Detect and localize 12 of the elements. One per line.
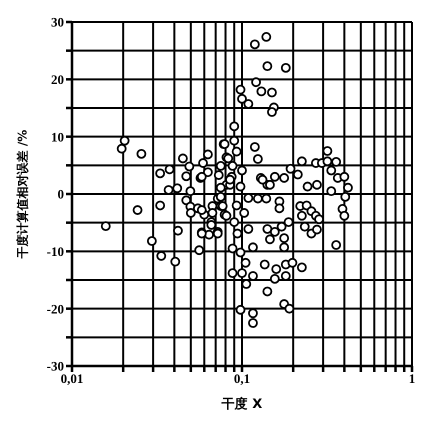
y-tick-label: 0 (58, 186, 64, 202)
x-tick-label: 0,1 (234, 371, 250, 386)
y-tick-label: 20 (51, 72, 64, 87)
y-axis-title: 干度计算值相对误差 /% (15, 130, 30, 260)
y-tick-label: -10 (46, 244, 64, 259)
y-tick-label: 30 (51, 14, 64, 30)
y-tick-label: 10 (51, 129, 64, 144)
x-axis-title: 干度 X (220, 396, 262, 412)
x-tick-label: 1 (408, 371, 416, 386)
x-tick-label: 0,01 (60, 371, 84, 386)
y-tick-label: -30 (46, 358, 64, 374)
y-tick-label: -20 (46, 301, 64, 316)
